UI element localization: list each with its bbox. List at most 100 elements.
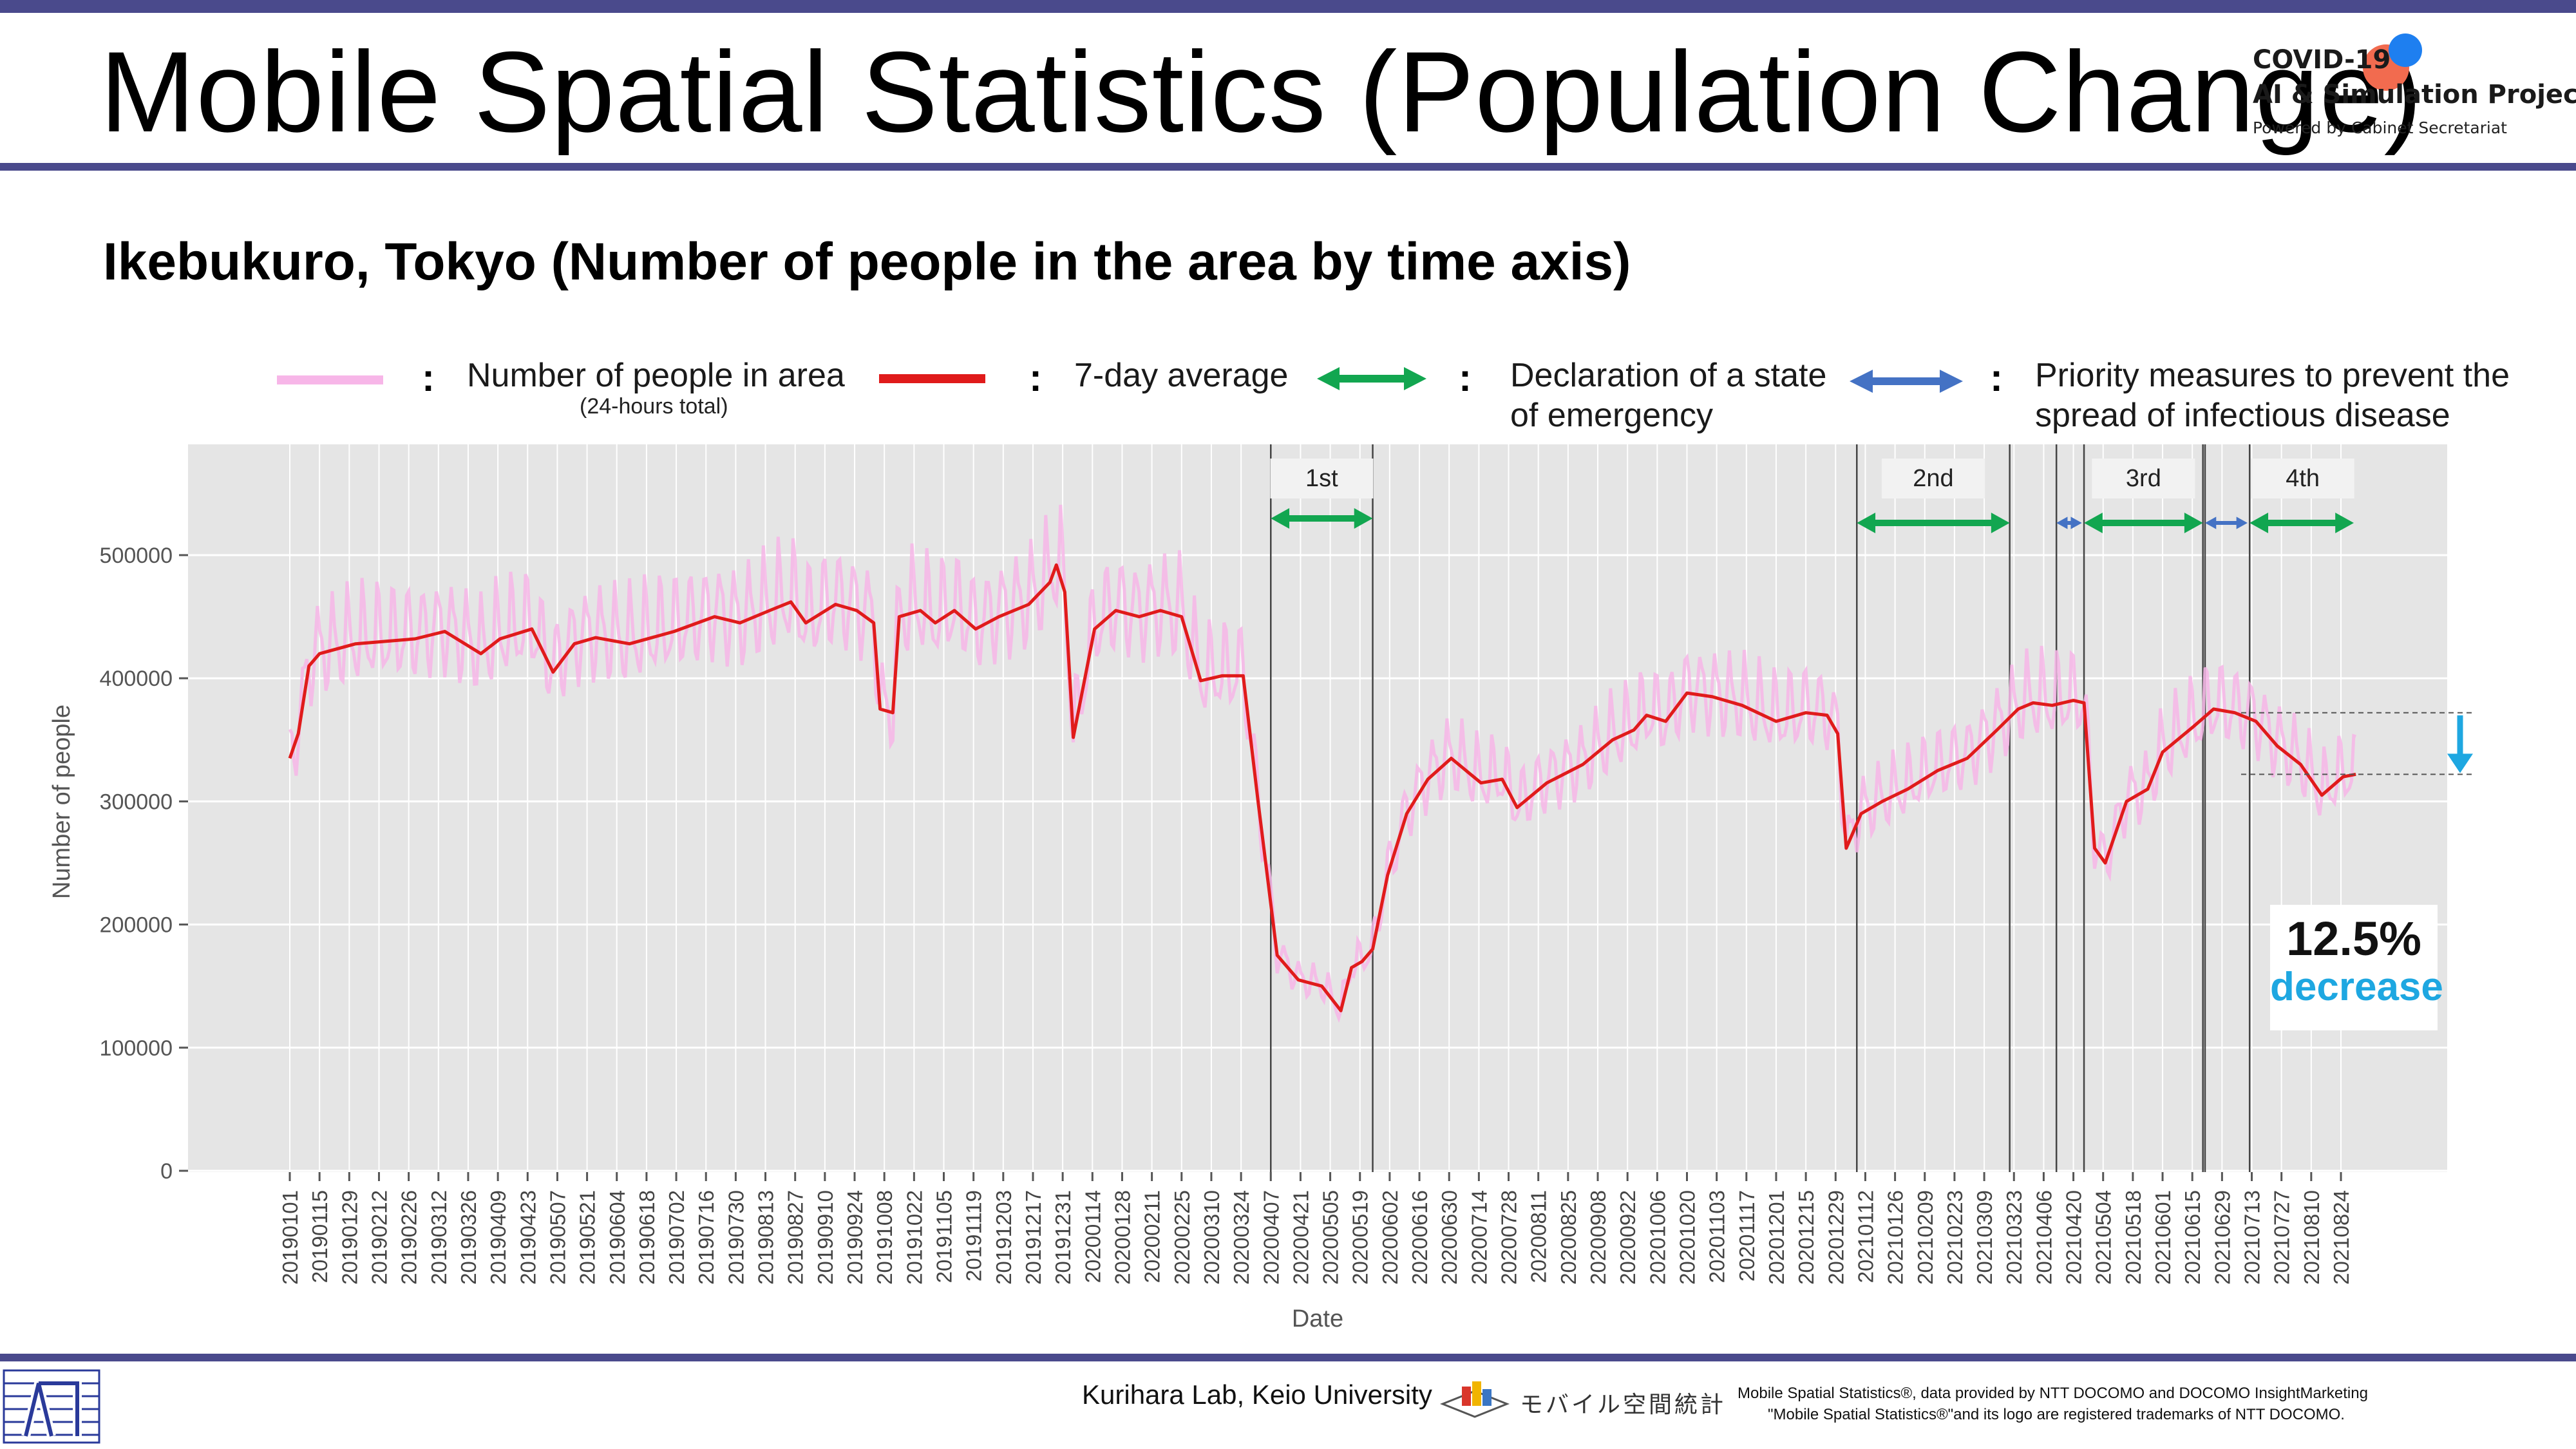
- x-tick-label: 20200922: [1616, 1190, 1640, 1285]
- x-tick-label: 20200211: [1141, 1190, 1164, 1283]
- x-tick-label: 20210209: [1913, 1190, 1937, 1285]
- period-label: 1st: [1305, 465, 1338, 492]
- x-tick-label: 20190507: [545, 1190, 569, 1285]
- x-tick-label: 20191203: [992, 1190, 1016, 1285]
- priority-arrow: [2056, 516, 2082, 529]
- legend-colon-3: :: [1459, 356, 1472, 399]
- x-tick-label: 20210601: [2151, 1190, 2175, 1285]
- x-tick-label: 20200324: [1229, 1190, 1253, 1285]
- x-tick-label: 20200128: [1110, 1190, 1134, 1285]
- x-tick-label: 20190910: [813, 1190, 837, 1285]
- emergency-arrow: [1271, 508, 1373, 529]
- emergency-arrow-head-left: [1271, 508, 1290, 529]
- x-tick-label: 20190226: [397, 1190, 421, 1285]
- population-chart: 1st 2nd 3rd 4th 0 100000 200000 300000 400000 50…: [48, 444, 2473, 1332]
- x-tick-label: 20190115: [308, 1190, 332, 1283]
- period-label-box: [2092, 459, 2195, 498]
- x-tick-label: 20210713: [2240, 1190, 2264, 1285]
- x-tick-label: 20200505: [1319, 1190, 1343, 1285]
- legend-swatches: [277, 367, 1963, 393]
- x-tick-label: 20190604: [605, 1190, 629, 1285]
- x-tick-label: 20210126: [1884, 1190, 1908, 1285]
- x-tick-label: 20210309: [1973, 1190, 1996, 1285]
- annotation-arrow-head: [2447, 753, 2473, 773]
- x-tick-label: 20201020: [1675, 1190, 1699, 1285]
- x-tick-label: 20210323: [2002, 1190, 2026, 1285]
- y-tick-label: 0: [160, 1159, 173, 1184]
- x-tick-label: 20210810: [2300, 1190, 2324, 1285]
- period-layer: 1st 2nd 3rd 4th: [1270, 444, 2354, 1172]
- x-tick-label: 20200714: [1467, 1190, 1491, 1285]
- x-tick-label: 20200519: [1349, 1190, 1372, 1285]
- x-tick-label: 20200421: [1289, 1190, 1312, 1285]
- grid-layer: [188, 444, 2447, 1172]
- footer-note-2: "Mobile Spatial Statistics®"and its logo…: [1768, 1406, 2345, 1423]
- top-bar: [0, 0, 2576, 13]
- page-title: Mobile Spatial Statistics (Population Ch…: [100, 28, 2423, 156]
- mobile-stats-logo-icon: [1439, 1381, 1510, 1418]
- annotation-layer: [2241, 712, 2473, 775]
- emergency-arrow-head-right: [2184, 513, 2203, 533]
- x-tick-label: 20190212: [367, 1190, 391, 1285]
- legend-daily-label: Number of people in area: [467, 357, 845, 394]
- x-tick-label: 20191008: [873, 1190, 896, 1285]
- decrease-word: decrease: [2270, 965, 2443, 1009]
- x-tick-label: 20210518: [2121, 1190, 2145, 1285]
- logo-line2: AI & Simulation Project: [2253, 80, 2576, 109]
- x-tick-label: 20190409: [486, 1190, 510, 1285]
- x-tick-label: 20210112: [1853, 1190, 1877, 1283]
- period-label-box: [2251, 459, 2354, 498]
- chart-subtitle: Ikebukuro, Tokyo (Number of people in th…: [103, 232, 1631, 291]
- x-tick-label: 20190813: [754, 1190, 778, 1285]
- x-tick-label: 20210406: [2032, 1190, 2056, 1285]
- x-tick-label: 20191119: [962, 1190, 986, 1282]
- period-label: 4th: [2286, 465, 2320, 492]
- priority-arrow-head-right: [2236, 516, 2248, 529]
- x-tick-label: 20190326: [457, 1190, 480, 1285]
- legend-priority-label-2: spread of infectious disease: [2035, 397, 2450, 434]
- emergency-arrow: [2249, 513, 2354, 533]
- decrease-percent: 12.5%: [2286, 912, 2421, 965]
- legend-avg-label: 7-day average: [1074, 357, 1289, 394]
- x-tick-label: 20200630: [1437, 1190, 1461, 1285]
- legend-colon-4: :: [1990, 356, 2003, 399]
- x-tick-label: 20210727: [2270, 1190, 2294, 1285]
- x-tick-label: 20190716: [694, 1190, 718, 1285]
- x-tick-label: 20201201: [1765, 1190, 1788, 1285]
- project-logo: COVID-19 AI & Simulation Project Powered…: [2248, 26, 2576, 155]
- x-tick-label: 20200811: [1527, 1190, 1551, 1283]
- emergency-arrow-head-left: [1857, 513, 1876, 533]
- x-axis-title: Date: [1292, 1305, 1343, 1332]
- x-tick-label: 20210420: [2062, 1190, 2086, 1285]
- priority-arrow-head-left: [2056, 516, 2068, 529]
- daily-layer: [288, 504, 2356, 1023]
- emergency-arrow-head-left: [2084, 513, 2103, 533]
- legend-emergency-label-1: Declaration of a state: [1510, 357, 1827, 394]
- x-tick-label: 20210824: [2329, 1190, 2353, 1285]
- x-tick-label: 20191217: [1021, 1190, 1045, 1285]
- x-tick-label: 20190827: [784, 1190, 808, 1285]
- x-tick-label: 20190702: [665, 1190, 688, 1285]
- avg-layer: [288, 563, 2356, 1012]
- legend-emergency-arrow: [1317, 367, 1426, 390]
- x-tick-label: 20190618: [635, 1190, 659, 1285]
- x-tick-label: 20190730: [724, 1190, 748, 1285]
- period-label-box: [1270, 459, 1374, 498]
- x-tick-label: 20200225: [1170, 1190, 1194, 1285]
- x-tick-label: 20190129: [337, 1190, 361, 1285]
- avg-series-line: [288, 563, 2356, 1012]
- footer-note-1: Mobile Spatial Statistics®, data provide…: [1738, 1385, 2368, 1402]
- emergency-arrow: [1857, 513, 2010, 533]
- priority-arrow-head-left: [2204, 516, 2217, 529]
- footer-mobile-stats-text: モバイル空間統計: [1520, 1392, 1727, 1418]
- x-tick-label: 20190521: [576, 1190, 600, 1285]
- x-tick-label: 20200114: [1081, 1190, 1104, 1283]
- x-tick-label: 20200407: [1259, 1190, 1283, 1285]
- x-tick-label: 20210223: [1943, 1190, 1967, 1285]
- x-tick-label: 20201215: [1794, 1190, 1818, 1285]
- period-label-box: [1881, 459, 1985, 498]
- priority-arrow: [2204, 516, 2248, 529]
- y-axis-title: Number of people: [48, 705, 75, 899]
- x-tick-label: 20200602: [1378, 1190, 1402, 1285]
- x-tick-label: 20200616: [1408, 1190, 1432, 1285]
